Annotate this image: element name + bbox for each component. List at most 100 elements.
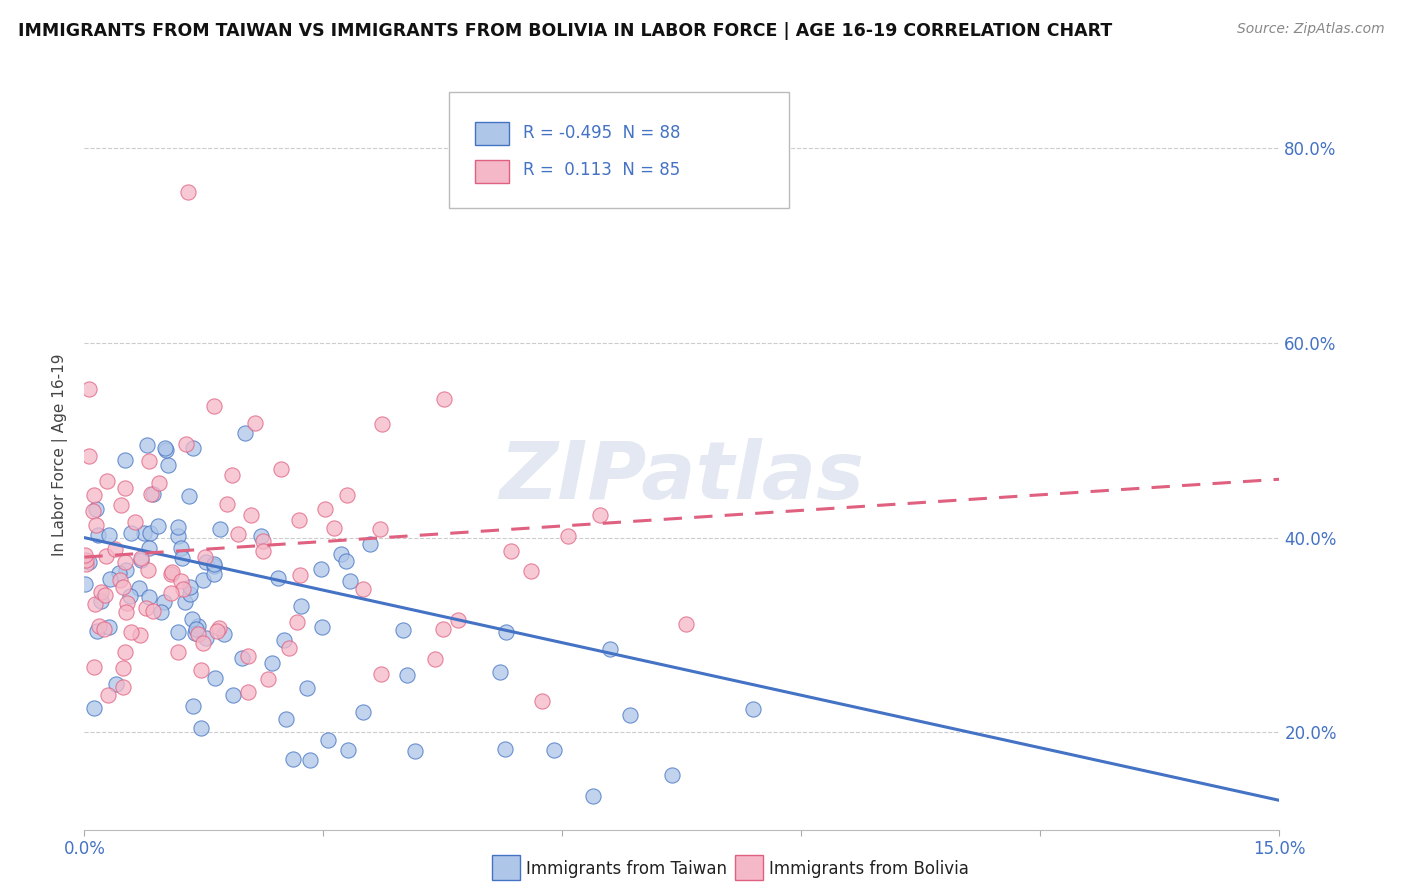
Point [339,574,361,588]
Point [83,659,105,673]
Point [120,625,142,640]
Point [115,596,138,610]
Point [77,449,100,463]
Point [190,663,212,677]
Point [132,525,155,540]
Point [233,426,256,441]
Point [82,504,104,518]
Point [309,561,332,575]
Point [167,644,190,658]
Point [104,542,127,557]
Point [183,699,205,714]
Point [243,416,266,430]
Point [167,624,190,639]
Point [290,599,312,613]
Point [83,487,105,501]
Point [257,672,280,686]
Point [129,550,152,565]
Point [531,694,554,708]
Point [112,681,135,695]
Point [115,563,138,577]
Point [368,522,391,536]
Point [179,587,201,601]
Point [589,508,612,522]
Point [87,528,110,542]
Point [160,565,183,579]
Point [222,689,245,703]
Point [742,702,765,716]
Point [86,624,108,638]
Point [267,571,290,585]
Text: Immigrants from Bolivia: Immigrants from Bolivia [769,860,969,878]
Point [105,677,128,691]
Point [311,620,333,634]
Point [179,580,201,594]
Point [193,636,215,650]
Point [138,541,160,555]
Point [495,625,517,640]
Text: ZIPatlas: ZIPatlas [499,438,865,516]
Point [288,567,311,582]
Point [75,552,97,566]
Point [112,660,135,674]
Point [661,767,683,781]
Point [283,752,305,766]
Point [98,572,121,586]
Point [557,529,579,543]
Point [155,443,177,458]
Point [75,558,97,572]
Point [139,526,162,541]
Point [181,612,204,626]
Text: IMMIGRANTS FROM TAIWAN VS IMMIGRANTS FROM BOLIVIA IN LABOR FORCE | AGE 16-19 COR: IMMIGRANTS FROM TAIWAN VS IMMIGRANTS FRO… [18,22,1112,40]
Point [75,577,97,591]
Point [149,605,172,619]
Point [112,581,135,595]
Point [392,623,415,637]
Point [160,586,183,600]
FancyBboxPatch shape [475,160,509,183]
Point [90,585,112,599]
Point [298,753,321,767]
Point [329,547,352,561]
Point [226,527,249,541]
Point [599,642,621,657]
Point [208,622,231,636]
Point [170,551,193,566]
Point [141,486,163,500]
Point [176,437,198,451]
Point [184,626,207,640]
Point [155,441,177,455]
Point [75,548,97,562]
Point [93,622,115,636]
Point [97,689,120,703]
Point [231,651,253,665]
Point [136,438,159,452]
Point [110,498,132,512]
Point [494,742,516,756]
Point [236,685,259,699]
Point [322,521,344,535]
Point [86,502,108,516]
Point [148,475,170,490]
Point [124,515,146,529]
Point [136,563,159,577]
Point [543,742,565,756]
Point [177,489,200,503]
Point [98,619,121,633]
Point [177,185,200,199]
Point [194,550,217,565]
Point [89,619,111,633]
Point [98,528,121,542]
Point [157,458,180,473]
Point [173,582,195,596]
Point [114,645,136,659]
Point [160,566,183,581]
Point [84,518,107,533]
Point [404,744,426,758]
Point [187,627,209,641]
Text: Source: ZipAtlas.com: Source: ZipAtlas.com [1237,22,1385,37]
Point [252,534,274,549]
Point [520,564,543,578]
Point [314,501,336,516]
Point [221,467,243,482]
